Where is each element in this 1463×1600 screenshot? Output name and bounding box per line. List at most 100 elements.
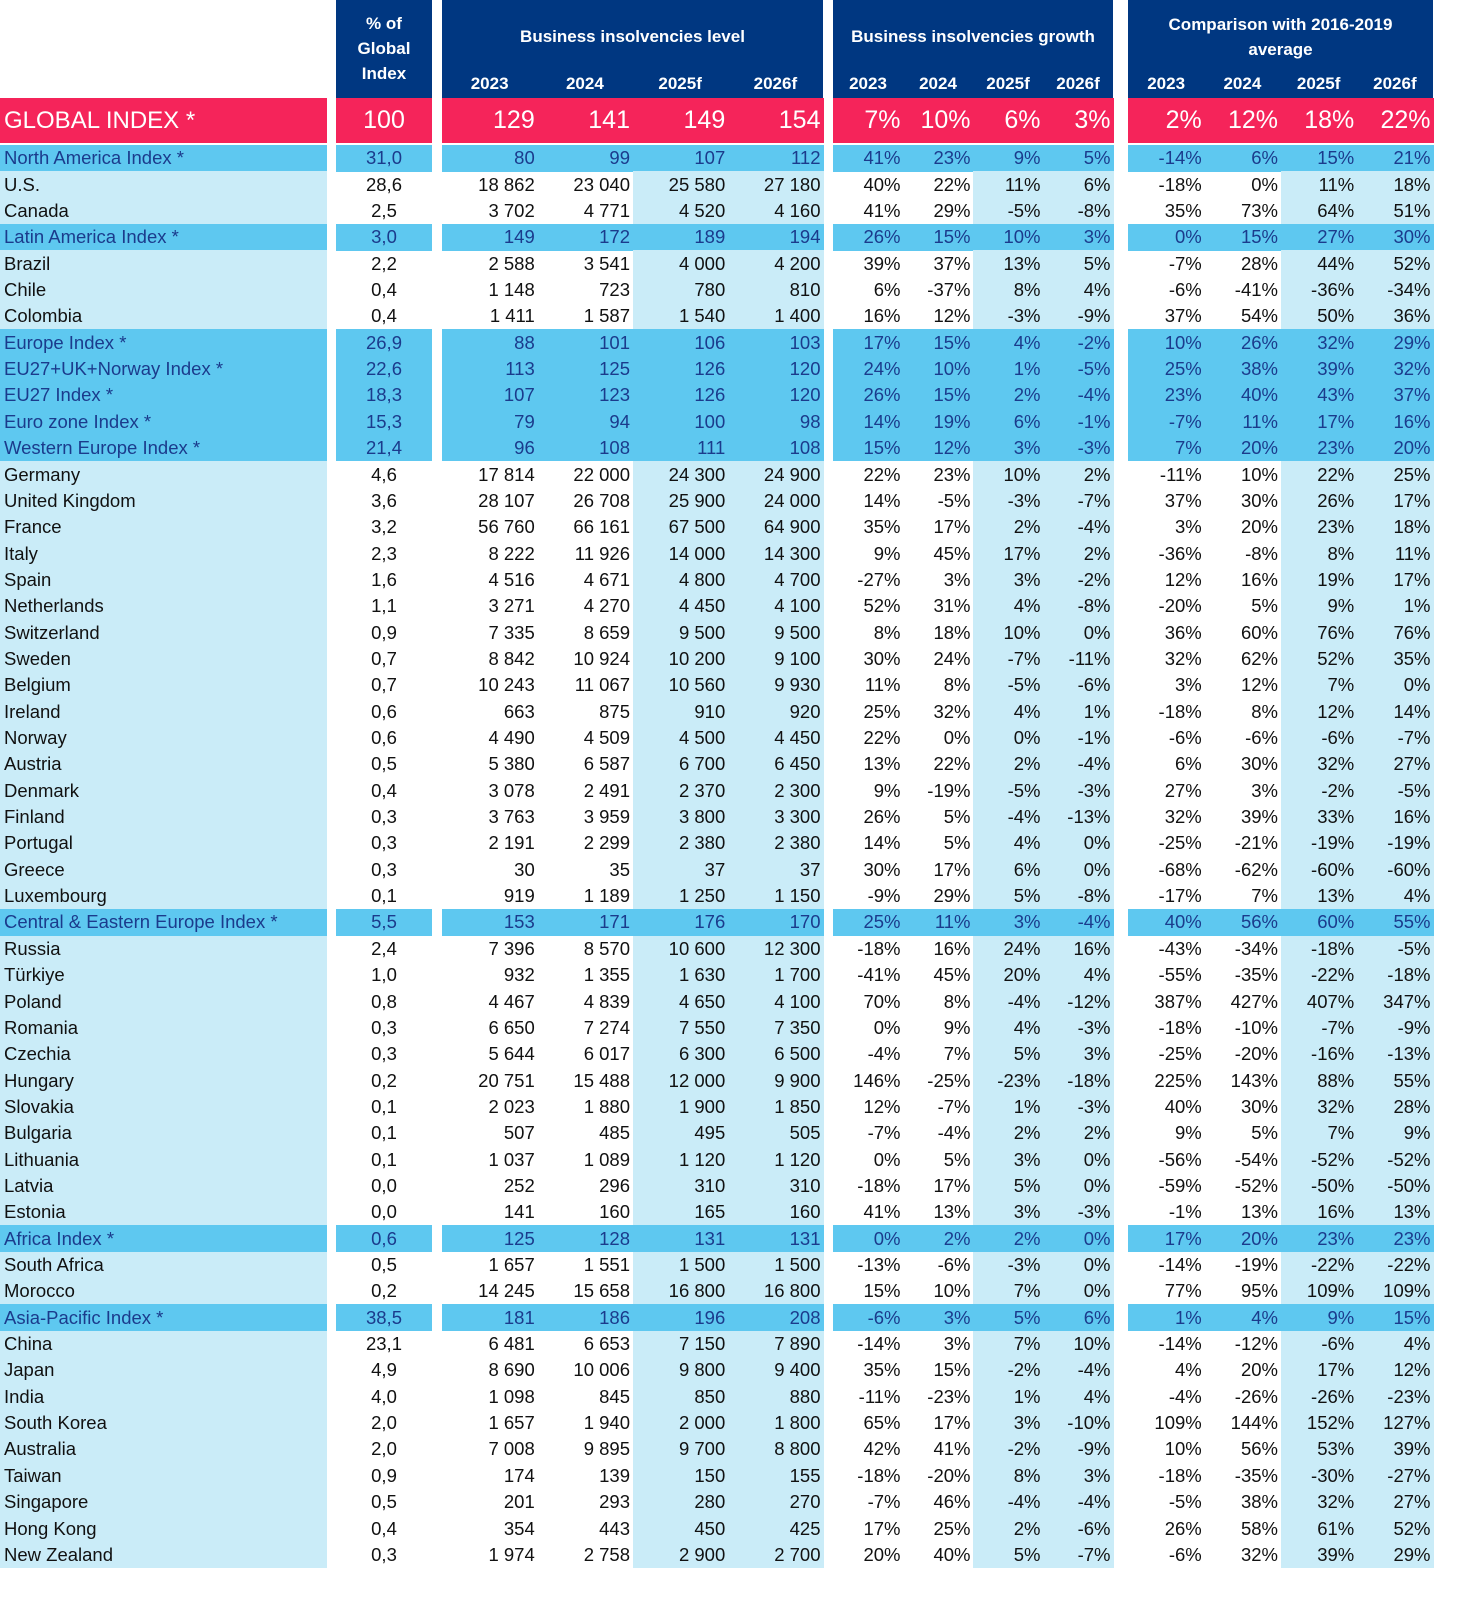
level-cell: 1 700 [727, 961, 824, 989]
row-name: Belgium [0, 672, 327, 699]
comparison-cell: -18% [1280, 935, 1358, 963]
growth-cell: 0% [873, 1148, 901, 1170]
growth-cell: 15% [833, 434, 904, 462]
level-cell: 10 600 [632, 935, 729, 963]
growth-cell: 5% [973, 1172, 1044, 1200]
level-cell: 10 560 [632, 672, 729, 699]
growth-cell: -5% [1043, 355, 1114, 383]
growth-cell: 70% [863, 990, 901, 1012]
growth-cell: 15% [903, 382, 974, 409]
comparison-cell: 33% [1280, 803, 1358, 831]
level-cell: 8 690 [488, 1359, 535, 1381]
row-name: Portugal [0, 830, 327, 857]
comparison-cell: -6% [1245, 727, 1278, 748]
level-cell: 154 [727, 98, 824, 143]
growth-cell: 7% [943, 1043, 971, 1065]
growth-cell: -3% [973, 303, 1044, 330]
growth-cell: 4% [1043, 276, 1114, 304]
comparison-cell: -7% [1356, 724, 1434, 752]
comparison-cell: 7% [1251, 885, 1278, 907]
growth-cell: 20% [973, 961, 1044, 989]
growth-cell: -37% [927, 279, 971, 301]
share-cell: 0,4 [371, 279, 397, 301]
growth-cell: 2% [973, 1119, 1044, 1147]
level-cell: 107 [442, 382, 538, 409]
growth-cell: 5% [943, 1148, 971, 1170]
comparison-cell: 17% [1356, 566, 1434, 594]
growth-cell: 30% [863, 858, 901, 880]
growth-cell: -9% [867, 885, 901, 907]
index-row: Euro zone Index * 15,3 79 94 100 98 14% 19% 6% -1… [0, 408, 1463, 436]
growth-cell: 17% [973, 540, 1044, 567]
growth-cell: 41% [863, 200, 901, 221]
growth-cell: 29% [933, 200, 971, 221]
level-cell: 270 [727, 1488, 824, 1516]
growth-cell: 15% [933, 1359, 971, 1381]
country-row: Canada 2,5 3 702 4 771 4 520 4 160 41% 29% -5% -8… [0, 197, 1463, 225]
country-row: Poland 0,8 4 467 4 839 4 650 4 100 70% 8% -4% -12… [0, 988, 1463, 1015]
comparison-cell: 17% [1280, 408, 1358, 436]
comparison-cell: 26% [1280, 487, 1358, 515]
growth-cell: -23% [973, 1067, 1044, 1094]
comparison-cell: 52% [1280, 645, 1358, 673]
comparison-cell: 23% [1128, 382, 1205, 409]
country-row: Portugal 0,3 2 191 2 299 2 380 2 380 14% 5% 4% 0%… [0, 830, 1463, 857]
level-cell: 1 089 [583, 1148, 630, 1170]
level-cell: 485 [599, 1122, 630, 1144]
country-row: Morocco 0,2 14 245 15 658 16 800 16 800 15% 10%… [0, 1278, 1463, 1305]
growth-cell: 45% [933, 964, 971, 986]
growth-cell: 1% [973, 1093, 1044, 1121]
comparison-cell: 9% [1356, 1119, 1434, 1147]
growth-cell: 9% [873, 542, 901, 564]
comparison-cell: -17% [1158, 885, 1202, 907]
growth-cell: -2% [973, 1436, 1044, 1463]
comparison-cell: 109% [1154, 1412, 1202, 1434]
level-cell: 2 300 [727, 777, 824, 805]
row-name: Brazil [0, 250, 327, 278]
year-header: 2024 [565, 74, 604, 93]
row-name: Canada [0, 197, 327, 225]
growth-cell: 41% [833, 145, 904, 172]
level-cell: 4 467 [488, 990, 535, 1012]
country-row: Türkiye 1,0 932 1 355 1 630 1 700 -41% 45% 20% 4%… [0, 961, 1463, 989]
country-row: United Kingdom 3,6 28 107 26 708 25 900 24 00… [0, 487, 1463, 515]
share-cell: 23,1 [365, 1333, 402, 1355]
growth-cell: 3% [973, 434, 1044, 462]
level-cell: 4 450 [727, 724, 824, 752]
growth-cell: 18% [933, 621, 971, 643]
growth-cell: -3% [973, 1251, 1044, 1279]
level-cell: 11 926 [574, 542, 630, 564]
row-name: Hungary [0, 1067, 327, 1094]
growth-cell: 3% [973, 1146, 1044, 1173]
level-cell: 18 862 [478, 173, 535, 195]
comparison-cell: -5% [1356, 777, 1434, 805]
share-cell: 0,3 [371, 858, 397, 880]
comparison-cell: 77% [1164, 1280, 1202, 1302]
row-name: Morocco [0, 1278, 327, 1305]
level-cell: 4 516 [488, 568, 535, 590]
growth-cell: 13% [863, 753, 901, 775]
comparison-cell: 36% [1164, 621, 1202, 643]
comparison-cell: 38% [1240, 1491, 1278, 1513]
growth-cell: -8% [1043, 197, 1114, 225]
growth-cell: -7% [973, 645, 1044, 673]
index-row: Africa Index * 0,6 125 128 131 131 0% 2% 2% 0% 17%… [0, 1225, 1463, 1252]
comparison-cell: 5% [1251, 595, 1278, 617]
share-cell: 2,2 [371, 252, 397, 274]
row-name: Switzerland [0, 619, 327, 646]
comparison-cell: 50% [1280, 303, 1358, 330]
comparison-cell: 22% [1280, 461, 1358, 488]
share-cell: 2,3 [371, 542, 397, 564]
row-name: Poland [0, 988, 327, 1015]
level-cell: 4 839 [583, 990, 630, 1012]
group-title: Business insolvencies growth [851, 27, 1095, 46]
level-cell: 9 500 [727, 619, 824, 646]
comparison-cell: 32% [1280, 751, 1358, 778]
growth-cell: 14% [863, 489, 901, 511]
growth-cell: -3% [1043, 434, 1114, 462]
growth-cell: 9% [873, 779, 901, 801]
comparison-cell: -68% [1158, 858, 1202, 880]
growth-cell: 24% [833, 355, 904, 383]
level-cell: 6 017 [583, 1043, 630, 1065]
comparison-cell: 52% [1356, 250, 1434, 278]
